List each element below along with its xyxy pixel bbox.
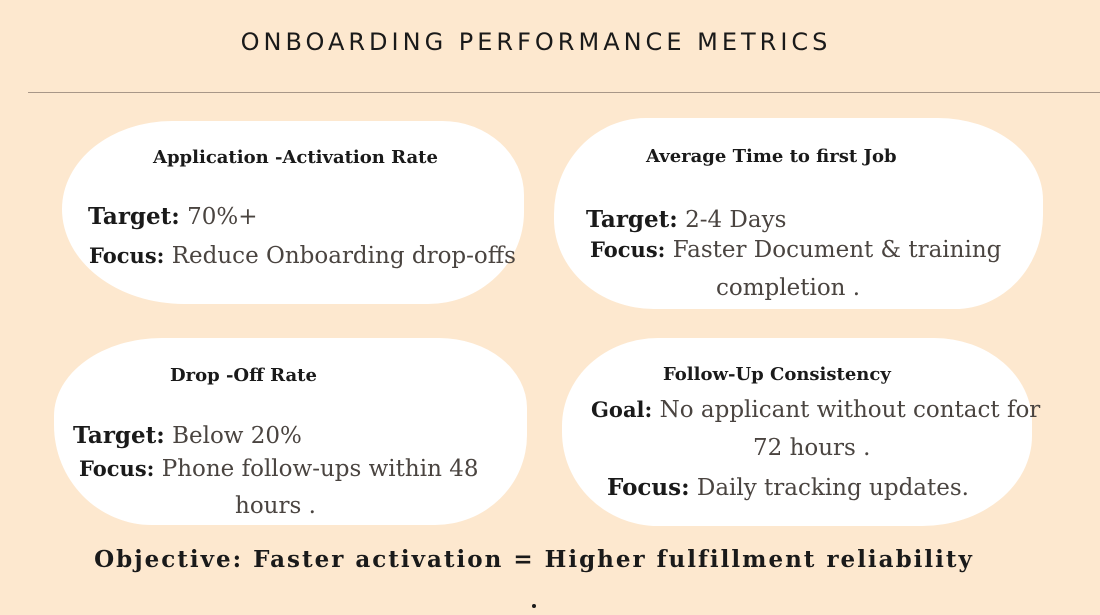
card-focus-line: Focus: Reduce Onboarding drop-offs xyxy=(89,243,516,269)
card-focus-line: Focus: Daily tracking updates. xyxy=(607,474,969,501)
focus-label: Focus: xyxy=(590,237,666,262)
focus-label: Focus: xyxy=(79,456,155,481)
focus-value-continued: completion . xyxy=(716,275,861,301)
bullet-dot xyxy=(532,604,536,608)
target-value: Below 20% xyxy=(172,423,302,449)
target-label: Target: xyxy=(73,422,165,449)
card-goal-line: Goal: No applicant without contact for xyxy=(591,397,1040,423)
focus-value: Phone follow-ups within 48 xyxy=(161,456,479,482)
goal-value: No applicant without contact for xyxy=(659,397,1041,423)
metric-card-follow-up-consistency: Follow-Up Consistency Goal: No applicant… xyxy=(562,338,1040,526)
card-target-line: Target: Below 20% xyxy=(73,422,302,449)
card-focus-line: Focus: Phone follow-ups within 48 xyxy=(79,456,478,482)
target-value: 70%+ xyxy=(187,204,258,230)
card-target-line: Target: 2-4 Days xyxy=(586,206,786,233)
metric-card-drop-off-rate: Drop -Off Rate Target: Below 20% Focus: … xyxy=(54,338,527,525)
page-title: ONBOARDING PERFORMANCE METRICS xyxy=(240,28,832,56)
card-heading: Average Time to first Job xyxy=(646,146,897,167)
metric-card-activation-rate: Application -Activation Rate Target: 70%… xyxy=(62,121,524,304)
target-label: Target: xyxy=(586,206,678,233)
goal-value-continued: 72 hours . xyxy=(753,435,871,461)
focus-value: Daily tracking updates. xyxy=(696,475,969,501)
card-target-line: Target: 70%+ xyxy=(88,203,257,230)
focus-label: Focus: xyxy=(607,474,690,501)
focus-value-continued: hours . xyxy=(235,493,316,519)
goal-label: Goal: xyxy=(591,397,653,422)
objective-statement: Objective: Faster activation = Higher fu… xyxy=(94,546,974,573)
card-heading: Application -Activation Rate xyxy=(153,147,438,168)
metric-card-time-to-first-job: Average Time to first Job Target: 2-4 Da… xyxy=(554,118,1043,309)
focus-value: Faster Document & training xyxy=(672,237,1002,263)
title-divider xyxy=(28,92,1100,93)
target-value: 2-4 Days xyxy=(685,207,787,233)
target-label: Target: xyxy=(88,203,180,230)
card-focus-line: Focus: Faster Document & training xyxy=(590,237,1001,263)
focus-value: Reduce Onboarding drop-offs xyxy=(171,243,516,269)
focus-label: Focus: xyxy=(89,243,165,268)
card-heading: Drop -Off Rate xyxy=(170,365,317,386)
card-heading: Follow-Up Consistency xyxy=(663,364,891,385)
